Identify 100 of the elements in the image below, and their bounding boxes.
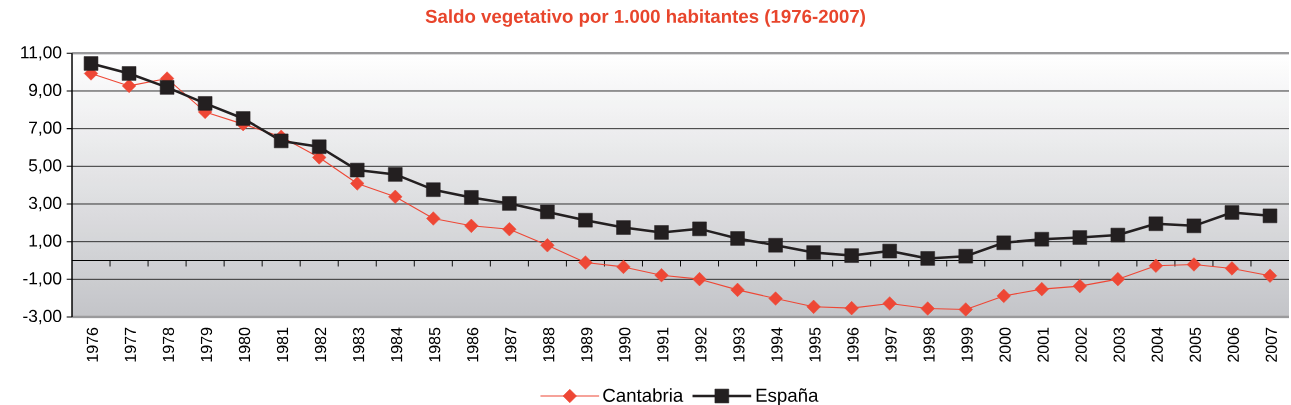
x-tick-label: 2005 <box>1189 327 1201 362</box>
point <box>1148 216 1164 231</box>
x-tick-label: 1980 <box>238 327 251 362</box>
x-tick-label: 1987 <box>505 327 517 362</box>
point <box>616 220 631 235</box>
x-tick-label: 1998 <box>923 327 935 362</box>
point <box>768 291 783 306</box>
x-tick-label: 2006 <box>1227 327 1239 362</box>
point <box>502 196 517 211</box>
point <box>578 255 593 270</box>
y-tick-label: 1,00 <box>29 234 62 249</box>
point <box>844 248 859 263</box>
point <box>730 282 745 297</box>
point <box>1072 279 1087 294</box>
point <box>350 162 365 178</box>
x-tick-label: 1984 <box>390 327 403 362</box>
point <box>882 243 897 259</box>
point <box>1224 261 1240 276</box>
point <box>1186 218 1202 234</box>
point <box>768 238 783 253</box>
x-tick-label: 2007 <box>1265 327 1277 362</box>
point <box>692 272 707 287</box>
point <box>1110 227 1126 243</box>
legend-label: España <box>756 388 819 405</box>
x-tick-label: 2004 <box>1151 327 1163 362</box>
point <box>540 238 555 253</box>
point <box>920 301 935 316</box>
point <box>730 231 745 246</box>
point <box>1186 257 1201 272</box>
x-tick-label: 1979 <box>200 327 213 362</box>
point <box>578 212 593 228</box>
point <box>1072 230 1088 245</box>
x-tick-label: 2001 <box>1037 327 1049 362</box>
x-tick-label: 1978 <box>162 327 175 362</box>
y-tick-label: 3,00 <box>28 196 62 212</box>
y-tick-label: -3,00 <box>23 309 62 325</box>
x-tick-label: 1999 <box>961 327 973 362</box>
point <box>426 182 441 197</box>
x-tick-label: 1977 <box>124 327 137 362</box>
point <box>1034 282 1049 297</box>
x-tick-label: 1983 <box>352 327 365 362</box>
x-tick-label: 1997 <box>885 327 897 362</box>
x-tick-label: 1989 <box>581 327 593 362</box>
x-tick-label: 1986 <box>467 327 479 362</box>
point <box>1110 272 1125 287</box>
y-tick-label: -1,00 <box>23 272 62 287</box>
point <box>1034 232 1050 247</box>
point <box>122 78 137 93</box>
x-tick-label: 2003 <box>1113 327 1125 362</box>
x-tick-label: 1985 <box>428 327 441 362</box>
x-tick-label: 1995 <box>809 327 821 362</box>
point <box>273 133 289 149</box>
point <box>654 268 669 283</box>
point <box>996 288 1011 303</box>
point <box>616 259 631 274</box>
point <box>958 302 973 317</box>
x-tick-label: 1991 <box>657 327 669 362</box>
point <box>121 66 137 81</box>
point <box>692 221 707 237</box>
point <box>350 176 365 191</box>
point <box>1148 258 1163 273</box>
point <box>882 296 897 311</box>
point <box>197 96 213 111</box>
point <box>806 299 821 314</box>
x-tick-label: 1992 <box>695 327 707 362</box>
x-tick-label: 1990 <box>619 327 631 362</box>
x-tick-label: 1976 <box>86 327 99 362</box>
point <box>540 204 555 220</box>
y-tick-label: 5,00 <box>28 159 62 174</box>
x-tick-label: 1993 <box>733 327 745 362</box>
point <box>83 56 99 71</box>
point <box>388 189 403 204</box>
point <box>1224 205 1240 220</box>
point <box>958 248 973 264</box>
point <box>502 222 517 237</box>
point <box>159 80 175 95</box>
y-tick-label: 9,00 <box>29 83 62 99</box>
legend-label: Cantabria <box>603 388 684 402</box>
x-tick-label: 1994 <box>771 327 783 362</box>
point <box>426 211 441 226</box>
point <box>1262 268 1278 283</box>
y-tick-label: 7,00 <box>29 121 62 136</box>
y-tick-label: 11,00 <box>21 46 62 61</box>
x-tick-label: 1981 <box>276 327 289 362</box>
chart-title: Saldo vegetativo por 1.000 habitantes (1976-2007) <box>425 9 866 27</box>
point <box>1262 208 1278 224</box>
x-tick-label: 2002 <box>1075 327 1087 362</box>
point <box>920 251 935 266</box>
point <box>844 301 859 316</box>
x-tick-label: 1988 <box>543 327 555 362</box>
x-tick-label: 1982 <box>314 327 327 362</box>
point <box>806 245 821 260</box>
point <box>996 235 1011 250</box>
point <box>654 225 669 240</box>
point <box>312 139 327 154</box>
point <box>464 218 479 233</box>
point <box>464 190 479 205</box>
point <box>235 111 251 126</box>
x-tick-label: 2000 <box>999 327 1011 362</box>
point <box>388 167 403 182</box>
